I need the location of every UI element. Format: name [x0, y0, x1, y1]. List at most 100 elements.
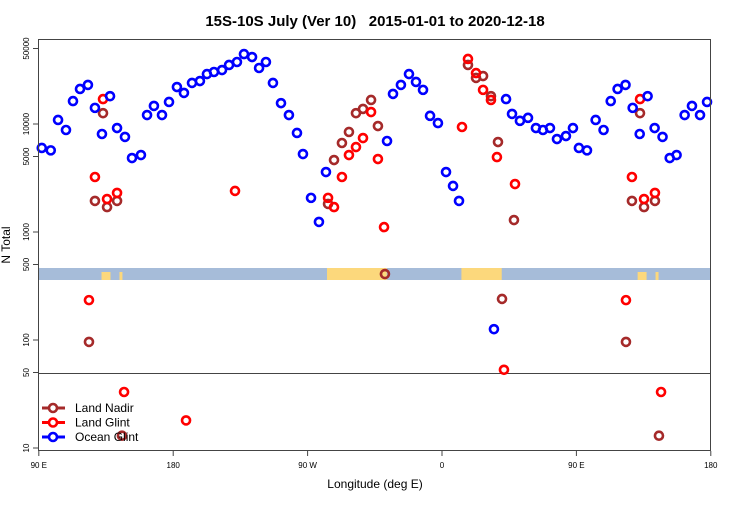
data-point: [627, 102, 638, 114]
data-point: [649, 122, 660, 134]
data-point: [216, 64, 228, 76]
x-tick-label: 90 E: [31, 461, 47, 470]
series-land-nadir: [83, 59, 665, 441]
land-segment: [101, 272, 111, 280]
data-point: [336, 137, 348, 149]
data-point: [148, 100, 160, 112]
data-point: [686, 100, 698, 112]
data-point: [500, 93, 512, 105]
data-point: [163, 96, 175, 108]
data-point: [492, 136, 504, 148]
data-point: [291, 127, 303, 139]
data-point: [135, 149, 147, 161]
data-point: [432, 117, 444, 129]
data-point: [156, 109, 168, 121]
data-point: [178, 87, 190, 99]
data-point: [118, 386, 130, 398]
land-segment: [655, 272, 659, 280]
data-point: [372, 153, 384, 165]
data-point: [357, 132, 369, 144]
data-point: [462, 53, 474, 65]
data-point: [305, 192, 317, 204]
data-point: [485, 90, 497, 102]
data-point: [229, 185, 241, 197]
data-point: [297, 148, 309, 160]
legend-label: Land Glint: [75, 416, 130, 430]
data-point: [82, 79, 94, 91]
y-tick-label: 500: [22, 257, 31, 271]
data-point: [649, 187, 661, 199]
data-point: [104, 90, 116, 102]
data-point: [653, 430, 665, 441]
legend-marker: [47, 402, 59, 414]
data-point: [634, 128, 646, 140]
data-point: [141, 109, 153, 121]
x-tick-label: 180: [704, 461, 718, 470]
y-tick-label: 1000: [22, 223, 31, 241]
data-point: [52, 114, 64, 126]
data-point: [498, 364, 510, 376]
data-point: [612, 83, 623, 95]
data-point: [560, 130, 572, 142]
data-point: [180, 415, 192, 426]
data-point: [626, 171, 638, 183]
data-point: [111, 187, 123, 199]
data-point: [417, 84, 429, 96]
data-point: [671, 149, 682, 161]
data-point: [642, 90, 653, 102]
data-point: [387, 88, 399, 100]
data-point: [283, 109, 295, 121]
y-tick-label: 50000: [22, 37, 31, 60]
data-point: [701, 96, 713, 108]
x-axis: 90 E 180 90 W 0 90 E 180: [31, 451, 718, 470]
x-tick-label: 90 W: [298, 461, 317, 470]
data-point: [45, 145, 57, 156]
data-point: [508, 214, 520, 226]
data-point: [453, 195, 465, 207]
data-point: [620, 79, 631, 91]
data-point: [171, 81, 183, 93]
data-point: [322, 192, 334, 204]
data-point: [381, 135, 393, 147]
data-point: [491, 151, 503, 163]
data-point: [328, 154, 340, 166]
data-point: [477, 84, 489, 96]
data-point: [605, 95, 617, 107]
data-point: [96, 128, 108, 140]
data-point: [343, 149, 355, 161]
land-segment: [119, 272, 123, 280]
data-point: [89, 102, 101, 114]
data-point: [447, 180, 459, 192]
legend-item: Ocean Glint: [42, 430, 139, 444]
data-point: [267, 77, 279, 89]
data-point: [36, 142, 48, 154]
data-point: [626, 195, 638, 207]
data-point: [620, 336, 632, 348]
y-axis: 10 50 100 500 1000 5000 10000 50000: [22, 37, 38, 452]
data-point: [590, 114, 601, 126]
y-tick-label: 100: [22, 333, 31, 347]
data-point: [567, 122, 579, 134]
data-point: [101, 193, 113, 205]
data-point: [328, 201, 340, 213]
data-point: [194, 75, 206, 87]
data-point: [343, 126, 355, 138]
y-tick-label: 5000: [22, 147, 31, 165]
data-point: [488, 323, 500, 335]
data-point: [119, 131, 131, 143]
series-land-glint: [83, 53, 667, 426]
land-segment: [327, 268, 387, 280]
x-tick-label: 90 E: [568, 461, 584, 470]
data-point: [67, 95, 79, 107]
data-point: [231, 56, 243, 68]
data-point: [395, 79, 407, 91]
data-point: [60, 124, 72, 136]
data-point: [634, 107, 646, 119]
data-point: [83, 294, 95, 306]
data-point: [551, 133, 563, 145]
data-point: [97, 107, 109, 119]
data-point: [208, 66, 220, 78]
plot-frame: [38, 39, 711, 451]
data-point: [365, 94, 377, 106]
data-point: [89, 171, 101, 183]
